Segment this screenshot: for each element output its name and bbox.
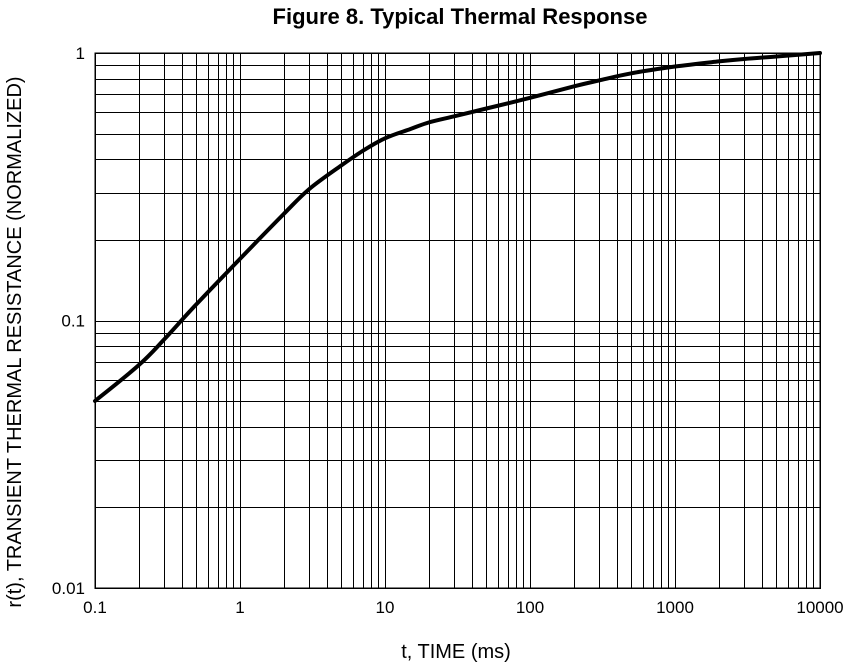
y-tick-label: 0.01 (52, 579, 85, 598)
plot-frame (94, 52, 821, 589)
x-tick-label: 0.1 (83, 598, 107, 617)
x-tick-label: 10 (376, 598, 395, 617)
x-tick-label: 100 (516, 598, 544, 617)
y-tick-label: 0.1 (61, 312, 85, 331)
y-tick-label: 1 (76, 44, 85, 63)
y-axis-label: r(t), TRANSIENT THERMAL RESISTANCE (NORM… (4, 76, 26, 607)
y-axis-ticks: 0.01 0.1 1 (52, 44, 85, 598)
x-axis-label: t, TIME (ms) (401, 641, 511, 663)
grid (95, 53, 820, 589)
x-tick-label: 1 (235, 598, 244, 617)
x-tick-label: 10000 (796, 598, 843, 617)
x-axis-ticks: 0.1 1 10 100 1000 10000 (83, 598, 843, 617)
series-line-r-t (93, 51, 822, 403)
x-tick-label: 1000 (656, 598, 694, 617)
chart-title: Figure 8. Typical Thermal Response (273, 4, 648, 29)
